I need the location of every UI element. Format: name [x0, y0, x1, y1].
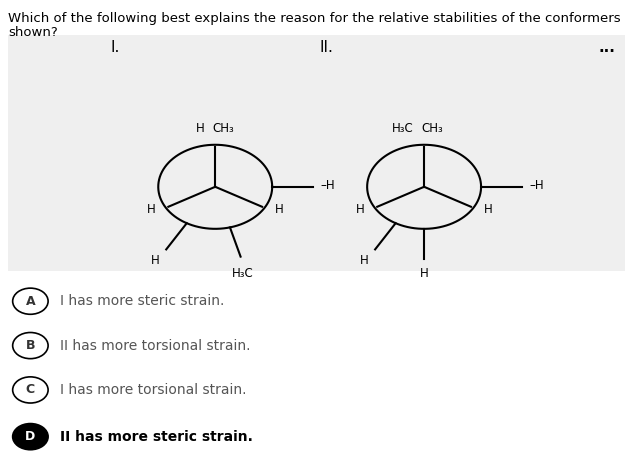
Text: H: H — [356, 204, 365, 216]
Text: shown?: shown? — [8, 26, 58, 39]
Text: H: H — [484, 204, 492, 216]
Text: H₃C: H₃C — [232, 267, 253, 280]
Text: H: H — [196, 122, 204, 135]
Text: B: B — [25, 339, 35, 352]
Text: H: H — [147, 204, 156, 216]
Text: H: H — [360, 254, 368, 267]
Text: A: A — [25, 295, 35, 308]
Text: II has more steric strain.: II has more steric strain. — [60, 430, 253, 444]
Text: –H: –H — [321, 179, 335, 192]
Text: H: H — [275, 204, 284, 216]
Text: Which of the following best explains the reason for the relative stabilities of : Which of the following best explains the… — [8, 12, 621, 25]
Text: C: C — [26, 383, 35, 396]
Text: I has more steric strain.: I has more steric strain. — [60, 294, 224, 308]
Text: CH₃: CH₃ — [421, 122, 442, 135]
Circle shape — [13, 424, 48, 450]
Text: H: H — [420, 267, 429, 280]
Text: H: H — [151, 254, 160, 267]
Text: I.: I. — [111, 40, 120, 55]
Text: II has more torsional strain.: II has more torsional strain. — [60, 339, 250, 353]
Text: H₃C: H₃C — [392, 122, 413, 135]
Text: I has more torsional strain.: I has more torsional strain. — [60, 383, 246, 397]
Text: D: D — [25, 430, 35, 443]
Text: CH₃: CH₃ — [212, 122, 234, 135]
FancyBboxPatch shape — [8, 35, 625, 271]
Text: II.: II. — [320, 40, 334, 55]
Text: –H: –H — [529, 179, 544, 192]
Text: ...: ... — [598, 40, 615, 55]
